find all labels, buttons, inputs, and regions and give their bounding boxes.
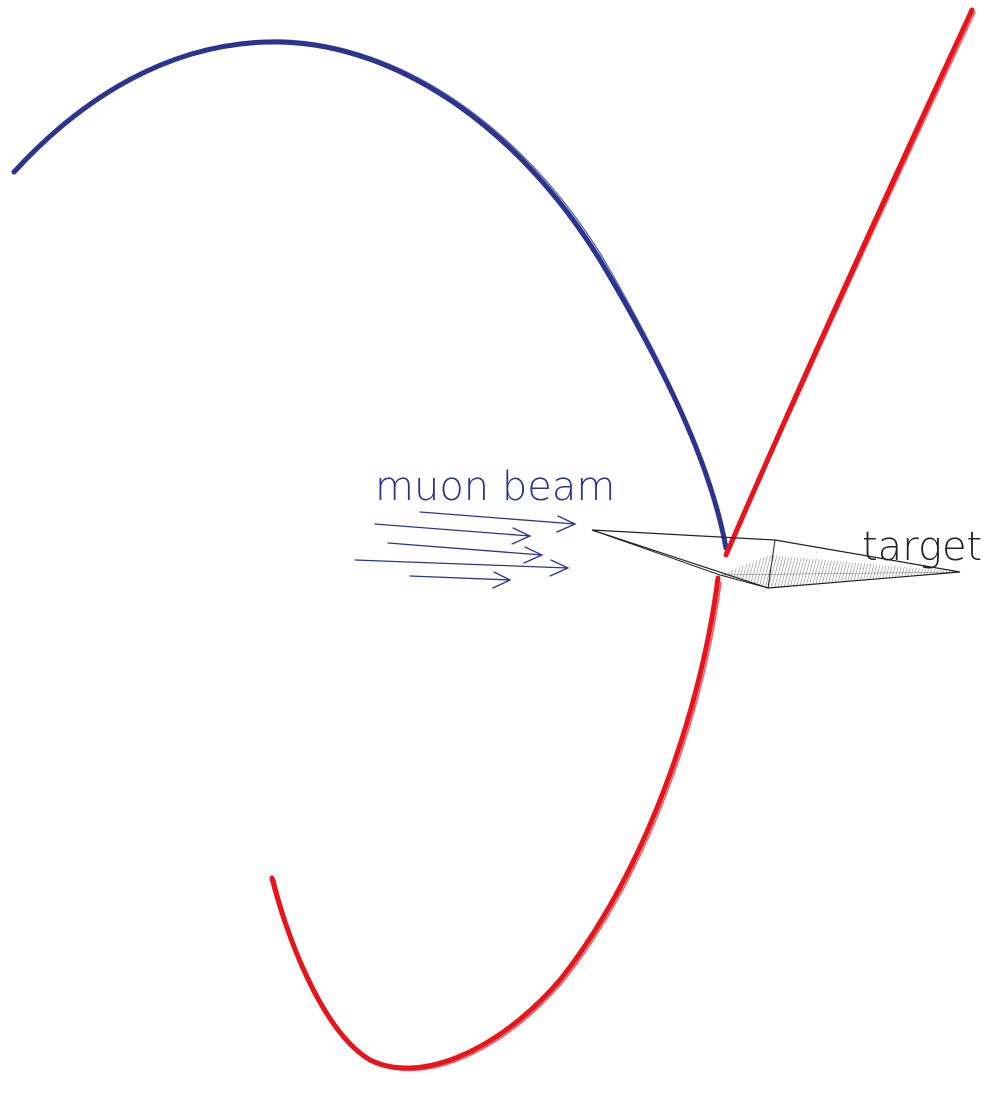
target-label: target bbox=[862, 524, 982, 570]
beam-arrow bbox=[409, 571, 512, 589]
red-track-lower bbox=[269, 575, 722, 1072]
muon-beam-label: muon beam bbox=[375, 464, 615, 510]
red-track-upper bbox=[723, 7, 976, 558]
beam-arrow bbox=[387, 542, 544, 564]
beam-arrow bbox=[354, 559, 570, 577]
beam-arrow bbox=[374, 523, 532, 545]
blue-track bbox=[11, 39, 729, 551]
beam-arrow bbox=[419, 511, 577, 533]
target-slab bbox=[591, 529, 961, 589]
muon-beam-arrows bbox=[354, 511, 577, 589]
